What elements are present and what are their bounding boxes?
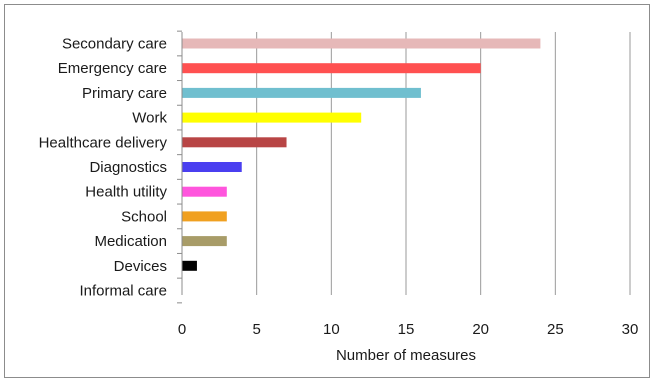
bar <box>182 112 362 123</box>
category-label: Health utility <box>85 184 167 201</box>
category-label: School <box>121 208 167 225</box>
x-tick-label: 20 <box>472 321 489 338</box>
category-label: Healthcare delivery <box>39 134 168 151</box>
bar <box>182 137 287 148</box>
category-label: Informal care <box>79 283 167 300</box>
bar <box>182 87 421 98</box>
category-label: Secondary care <box>62 36 167 53</box>
x-tick-label: 15 <box>398 321 415 338</box>
category-label: Primary care <box>82 85 167 102</box>
x-tick-label: 0 <box>178 321 186 338</box>
bar <box>182 63 481 74</box>
bar <box>182 260 197 271</box>
bar <box>182 186 227 197</box>
category-label: Diagnostics <box>89 159 167 176</box>
category-labels: Secondary care Emergency care Primary care… <box>39 36 168 300</box>
bar <box>182 38 541 49</box>
bar <box>182 236 227 247</box>
x-tick-labels: 0 5 10 15 20 25 30 <box>178 321 639 338</box>
x-tick-label: 5 <box>252 321 260 338</box>
x-tick-label: 25 <box>547 321 564 338</box>
category-label: Devices <box>114 258 167 275</box>
x-tick-label: 10 <box>323 321 340 338</box>
gridlines <box>177 30 631 304</box>
category-label: Work <box>132 110 167 127</box>
x-axis-label: Number of measures <box>336 347 476 364</box>
category-label: Medication <box>94 233 167 250</box>
bar <box>182 162 242 172</box>
category-label: Emergency care <box>58 60 167 77</box>
x-tick-label: 30 <box>622 321 639 338</box>
bar <box>182 211 227 222</box>
bars <box>182 38 541 271</box>
